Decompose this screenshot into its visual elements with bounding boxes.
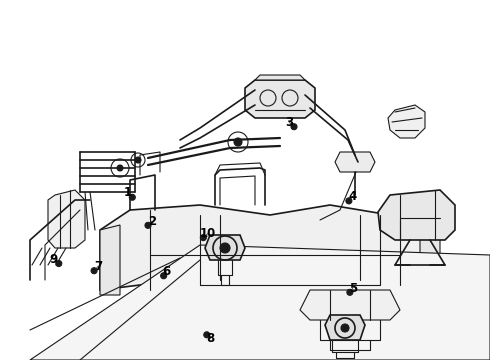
Text: 5: 5 [349, 282, 357, 294]
Polygon shape [255, 75, 305, 80]
Polygon shape [378, 190, 455, 240]
Polygon shape [48, 190, 85, 248]
Polygon shape [300, 290, 400, 320]
Polygon shape [388, 105, 425, 138]
Circle shape [220, 243, 230, 253]
Circle shape [234, 138, 242, 146]
Polygon shape [325, 315, 365, 340]
Text: 4: 4 [349, 190, 357, 203]
Circle shape [56, 261, 62, 266]
Circle shape [204, 332, 210, 338]
Circle shape [291, 124, 297, 130]
Circle shape [347, 289, 353, 295]
Circle shape [346, 198, 352, 204]
Polygon shape [30, 245, 490, 360]
Polygon shape [100, 205, 430, 290]
Text: 1: 1 [123, 186, 131, 199]
Text: 3: 3 [285, 116, 293, 129]
Text: 8: 8 [207, 332, 215, 345]
Text: 6: 6 [163, 265, 171, 278]
Circle shape [135, 157, 141, 163]
Circle shape [129, 194, 135, 200]
Text: 10: 10 [200, 227, 217, 240]
Polygon shape [245, 80, 315, 118]
Polygon shape [205, 235, 245, 260]
Polygon shape [420, 220, 440, 295]
Circle shape [161, 273, 167, 279]
Circle shape [200, 235, 206, 240]
Text: 2: 2 [148, 215, 156, 228]
Text: 9: 9 [50, 253, 58, 266]
Polygon shape [335, 152, 375, 172]
Text: 7: 7 [94, 260, 102, 273]
Circle shape [117, 165, 123, 171]
Polygon shape [100, 225, 120, 295]
Circle shape [145, 222, 151, 228]
Circle shape [341, 324, 349, 332]
Circle shape [91, 268, 97, 274]
